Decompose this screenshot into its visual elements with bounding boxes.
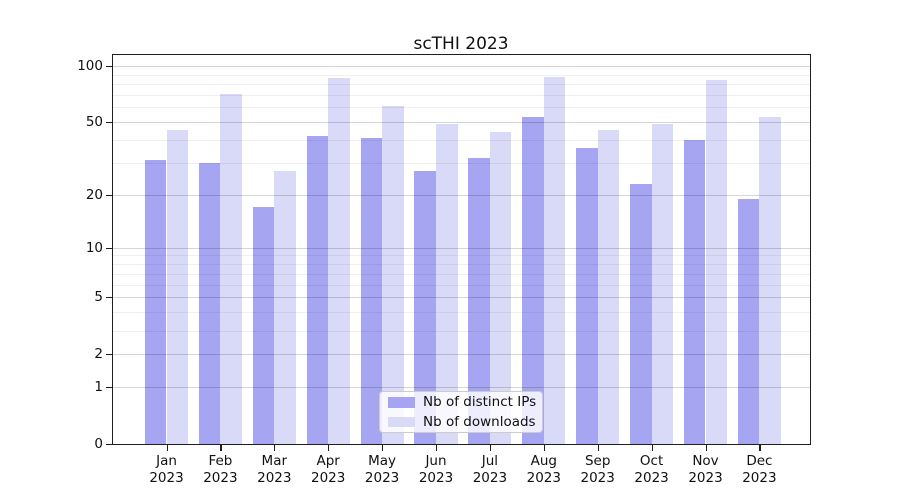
chart-title: scTHI 2023 [413, 34, 509, 54]
x-tick-label-mar-2023: Mar 2023 [257, 453, 292, 486]
legend-item-downloads: Nb of downloads [380, 414, 542, 431]
bar-distinct-ips-nov-2023 [683, 139, 706, 444]
x-tick-aug-2023 [543, 445, 545, 451]
x-tick-feb-2023 [220, 445, 222, 451]
minor-gridline-6 [113, 284, 810, 286]
bar-distinct-ips-dec-2023 [737, 198, 760, 444]
y-tick-100 [106, 66, 112, 68]
bar-distinct-ips-oct-2023 [630, 183, 652, 444]
x-tick-label-feb-2023: Feb 2023 [203, 453, 238, 486]
bar-downloads-aug-2023 [543, 77, 566, 444]
bar-downloads-mar-2023 [274, 171, 296, 444]
minor-gridline-9 [113, 255, 810, 257]
y-tick-0 [106, 444, 112, 446]
major-gridline-1 [113, 387, 810, 389]
minor-gridline-30 [113, 162, 810, 164]
x-tick-label-sep-2023: Sep 2023 [580, 453, 615, 486]
bar-downloads-oct-2023 [651, 123, 674, 444]
y-tick-label-0: 0 [94, 436, 103, 452]
major-gridline-20 [113, 194, 810, 196]
minor-gridline-7 [113, 273, 810, 275]
x-tick-mar-2023 [274, 445, 276, 451]
y-tick-1 [106, 387, 112, 389]
minor-gridline-90 [113, 74, 810, 76]
x-tick-label-jul-2023: Jul 2023 [472, 453, 508, 486]
bar-distinct-ips-may-2023 [360, 137, 383, 444]
bar-downloads-jul-2023 [489, 132, 512, 444]
plot-area: Nb of distinct IPs Nb of downloads [112, 54, 811, 445]
x-tick-label-nov-2023: Nov 2023 [688, 453, 723, 486]
legend: Nb of distinct IPs Nb of downloads [379, 391, 543, 433]
x-tick-label-jan-2023: Jan 2023 [149, 453, 184, 486]
legend-swatch-downloads [388, 416, 415, 427]
x-tick-jan-2023 [166, 445, 168, 451]
y-tick-label-50: 50 [85, 114, 103, 130]
minor-gridline-60 [113, 107, 810, 109]
y-tick-20 [106, 194, 112, 196]
bar-downloads-jan-2023 [166, 130, 189, 444]
major-gridline-5 [113, 297, 810, 299]
bar-downloads-sep-2023 [597, 130, 620, 444]
major-gridline-2 [113, 354, 810, 355]
x-tick-may-2023 [382, 445, 384, 451]
minor-gridline-80 [113, 84, 810, 86]
y-tick-2 [106, 354, 112, 356]
y-tick-50 [106, 122, 112, 124]
legend-label-downloads: Nb of downloads [423, 413, 536, 430]
y-tick-label-2: 2 [94, 346, 103, 362]
bar-distinct-ips-jan-2023 [144, 160, 167, 444]
bar-distinct-ips-apr-2023 [306, 136, 329, 444]
bar-downloads-nov-2023 [705, 80, 728, 444]
x-tick-label-aug-2023: Aug 2023 [526, 453, 561, 486]
x-tick-label-dec-2023: Dec 2023 [742, 453, 777, 486]
minor-gridline-8 [113, 264, 810, 265]
legend-label-distinct-ips: Nb of distinct IPs [423, 394, 537, 411]
x-tick-jul-2023 [489, 445, 492, 451]
bar-distinct-ips-jul-2023 [468, 157, 490, 444]
y-tick-label-10: 10 [85, 239, 103, 256]
bar-distinct-ips-aug-2023 [522, 117, 544, 444]
y-tick-label-20: 20 [85, 186, 103, 203]
y-tick-5 [106, 297, 112, 299]
x-tick-nov-2023 [705, 445, 707, 451]
bar-downloads-apr-2023 [328, 78, 350, 444]
x-tick-apr-2023 [328, 445, 330, 451]
bar-downloads-may-2023 [382, 106, 404, 444]
y-tick-label-1: 1 [94, 379, 103, 396]
bar-downloads-dec-2023 [759, 117, 781, 444]
major-gridline-10 [113, 247, 810, 249]
legend-item-distinct-ips: Nb of distinct IPs [380, 394, 542, 411]
y-tick-label-5: 5 [94, 289, 103, 306]
bar-distinct-ips-feb-2023 [198, 162, 221, 444]
legend-swatch-distinct-ips [388, 397, 415, 408]
minor-gridline-40 [113, 139, 810, 141]
minor-gridline-4 [113, 312, 810, 314]
x-tick-sep-2023 [597, 445, 599, 451]
bar-distinct-ips-jun-2023 [414, 171, 436, 444]
minor-gridline-70 [113, 94, 810, 96]
major-gridline-100 [113, 66, 810, 67]
minor-gridline-3 [113, 330, 810, 332]
bar-distinct-ips-mar-2023 [252, 207, 275, 444]
bar-distinct-ips-sep-2023 [576, 148, 598, 444]
bar-downloads-jun-2023 [436, 123, 458, 444]
x-tick-oct-2023 [651, 445, 653, 451]
x-tick-label-may-2023: May 2023 [364, 453, 400, 486]
x-tick-label-oct-2023: Oct 2023 [634, 453, 669, 486]
y-tick-10 [106, 247, 112, 249]
y-tick-label-100: 100 [77, 58, 103, 74]
x-tick-label-apr-2023: Apr 2023 [311, 453, 346, 486]
bar-downloads-feb-2023 [220, 93, 242, 444]
x-tick-jun-2023 [436, 445, 438, 451]
x-tick-dec-2023 [759, 445, 761, 451]
x-tick-label-jun-2023: Jun 2023 [418, 453, 454, 486]
major-gridline-50 [113, 122, 810, 123]
